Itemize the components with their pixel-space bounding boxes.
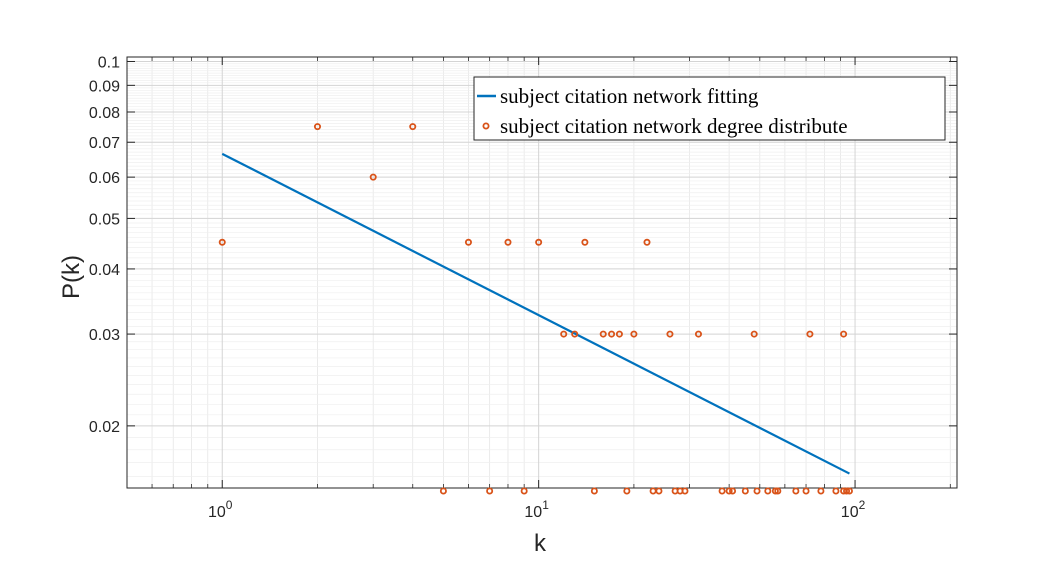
data-point: [218, 238, 226, 246]
data-point: [571, 330, 579, 338]
data-point: [806, 330, 814, 338]
y-tick-label: 0.05: [89, 211, 120, 228]
y-tick-label: 0.03: [89, 327, 120, 344]
fit-line: [221, 152, 850, 475]
y-tick-label: 0.1: [98, 54, 120, 71]
data-point: [845, 487, 853, 495]
legend-entry-fitting: subject citation network fitting: [500, 84, 759, 108]
x-tick-label: 100: [208, 498, 233, 521]
y-tick-label: 0.09: [89, 78, 120, 95]
data-point: [615, 330, 623, 338]
data-point: [694, 330, 702, 338]
data-point: [486, 487, 494, 495]
data-point: [774, 487, 782, 495]
data-point: [464, 238, 472, 246]
data-point: [817, 487, 825, 495]
y-axis-label: P(k): [58, 255, 85, 299]
data-point: [771, 487, 779, 495]
y-tick-labels: 0.02 0.03 0.04 0.05 0.06 0.07 0.08 0.09 0.1: [89, 54, 120, 435]
data-point: [741, 487, 749, 495]
degree-distribution-series: [218, 123, 853, 495]
data-point: [313, 123, 321, 131]
legend-entry-degree-distribute: subject citation network degree distribu…: [500, 114, 848, 138]
data-point: [832, 487, 840, 495]
data-point: [750, 330, 758, 338]
legend-marker-swatch: [482, 122, 490, 130]
y-tick-label: 0.08: [89, 105, 120, 122]
data-point: [520, 487, 528, 495]
axis-ticks: [126, 57, 957, 488]
data-point: [643, 238, 651, 246]
data-point: [718, 487, 726, 495]
data-point: [666, 330, 674, 338]
data-point: [792, 487, 800, 495]
y-tick-label: 0.02: [89, 419, 120, 436]
data-point: [504, 238, 512, 246]
data-point: [729, 487, 737, 495]
fit-line-series: [221, 152, 850, 475]
y-tick-label: 0.07: [89, 135, 120, 152]
data-point: [753, 487, 761, 495]
data-point: [409, 123, 417, 131]
data-point: [802, 487, 810, 495]
data-point: [590, 487, 598, 495]
y-tick-label: 0.04: [89, 262, 120, 279]
legend: subject citation network fitting subject…: [473, 76, 946, 141]
plot-area-frame: [126, 56, 958, 489]
data-point: [623, 487, 631, 495]
data-point: [764, 487, 772, 495]
data-point: [560, 330, 568, 338]
data-point: [608, 330, 616, 338]
data-point: [655, 487, 663, 495]
data-point: [599, 330, 607, 338]
data-point: [843, 487, 851, 495]
legend-box: [473, 76, 946, 141]
data-point: [725, 487, 733, 495]
data-point: [681, 487, 689, 495]
x-tick-label: 102: [841, 498, 866, 521]
data-point: [840, 330, 848, 338]
data-point: [439, 487, 447, 495]
data-point: [630, 330, 638, 338]
y-tick-label: 0.06: [89, 170, 120, 187]
data-point: [581, 238, 589, 246]
data-point: [535, 238, 543, 246]
x-axis-label: k: [534, 530, 547, 557]
x-tick-label: 101: [524, 498, 549, 521]
x-tick-labels: 100 101 102: [208, 498, 866, 521]
data-point: [369, 173, 377, 181]
